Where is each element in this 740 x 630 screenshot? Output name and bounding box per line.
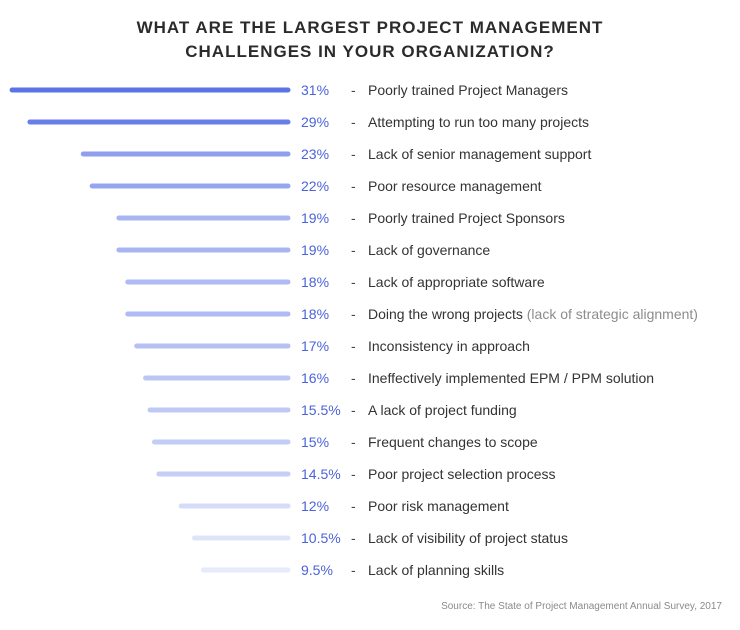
bar-value-label: 23% [301,146,329,162]
bar-category-label: Lack of appropriate software [368,274,545,290]
separator-dash: - [351,498,356,514]
bar-value-label: 14.5% [301,466,341,482]
bar-value-label: 29% [301,114,329,130]
bar-value-label: 10.5% [301,530,341,546]
bar-category-label: Inconsistency in approach [368,338,530,354]
separator-dash: - [351,530,356,546]
bar-value-label: 18% [301,306,329,322]
chart-title-line-2: CHALLENGES IN YOUR ORGANIZATION? [185,42,555,61]
bar-category-label: Poorly trained Project Managers [368,82,568,98]
separator-dash: - [351,242,356,258]
bar-value-label: 22% [301,178,329,194]
chart-title: WHAT ARE THE LARGEST PROJECT MANAGEMENT … [0,16,740,64]
separator-dash: - [351,114,356,130]
bar-value-label: 17% [301,338,329,354]
separator-dash: - [351,82,356,98]
bar-category-label: Lack of governance [368,242,490,258]
bar-value-label: 19% [301,242,329,258]
bar-category-label: Doing the wrong projects (lack of strate… [368,306,698,322]
chart-title-line-1: WHAT ARE THE LARGEST PROJECT MANAGEMENT [136,18,604,37]
bar-category-label: Lack of senior management support [368,146,591,162]
bar-category-label: Lack of visibility of project status [368,530,568,546]
bar-category-note: (lack of strategic alignment) [523,306,698,322]
bar-value-label: 31% [301,82,329,98]
bar-category-label: A lack of project funding [368,402,517,418]
separator-dash: - [351,402,356,418]
separator-dash: - [351,562,356,578]
separator-dash: - [351,146,356,162]
bar-value-label: 9.5% [301,562,333,578]
bar-value-label: 19% [301,210,329,226]
bar-category-label: Poorly trained Project Sponsors [368,210,565,226]
separator-dash: - [351,306,356,322]
bar-category-label: Poor project selection process [368,466,556,482]
separator-dash: - [351,434,356,450]
bar-category-label: Attempting to run too many projects [368,114,589,130]
bar-value-label: 18% [301,274,329,290]
separator-dash: - [351,178,356,194]
bar-category-label: Lack of planning skills [368,562,504,578]
bar-category-label: Ineffectively implemented EPM / PPM solu… [368,370,654,386]
separator-dash: - [351,338,356,354]
separator-dash: - [351,210,356,226]
separator-dash: - [351,274,356,290]
source-note: Source: The State of Project Management … [441,601,722,612]
bar-value-label: 12% [301,498,329,514]
bar-value-label: 16% [301,370,329,386]
separator-dash: - [351,370,356,386]
separator-dash: - [351,466,356,482]
bar-value-label: 15% [301,434,329,450]
bar-value-label: 15.5% [301,402,341,418]
bar-category-label: Frequent changes to scope [368,434,538,450]
bar-category-label: Poor risk management [368,498,509,514]
bar-category-label: Poor resource management [368,178,542,194]
